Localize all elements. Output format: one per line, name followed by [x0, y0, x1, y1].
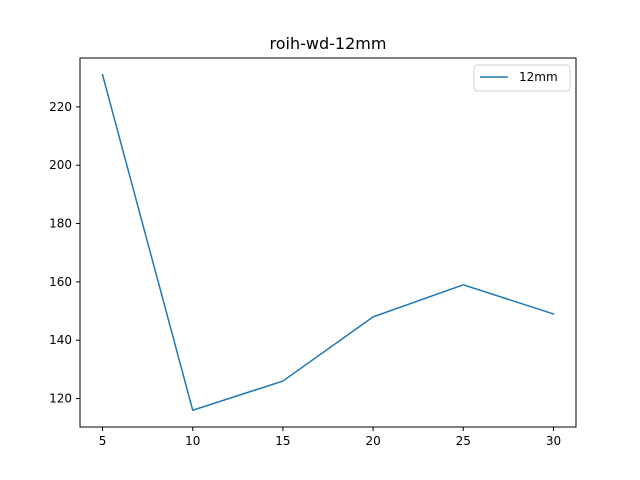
x-tick-label: 20	[365, 434, 380, 448]
plot-area	[101, 73, 555, 411]
y-tick-label: 140	[49, 333, 72, 347]
y-tick-label: 160	[49, 275, 72, 289]
x-tick-label: 10	[185, 434, 200, 448]
x-tick-label: 5	[99, 434, 107, 448]
x-tick-label: 15	[275, 434, 290, 448]
legend-box	[473, 64, 571, 92]
y-tick-label: 120	[49, 392, 72, 406]
y-tick-label: 180	[49, 217, 72, 231]
legend-label-12mm: 12mm	[519, 70, 558, 84]
x-axis: 5 10 15 20 25 30	[99, 427, 561, 448]
chart-title: roih-wd-12mm	[270, 34, 387, 53]
y-tick-label: 220	[49, 100, 72, 114]
x-tick-label: 30	[546, 434, 561, 448]
series-line-12mm	[101, 73, 555, 411]
axes-frame	[79, 57, 577, 428]
y-tick-label: 200	[49, 158, 72, 172]
y-axis: 120 140 160 180 200 220	[49, 100, 80, 406]
x-tick-label: 25	[456, 434, 471, 448]
legend: 12mm	[473, 64, 571, 92]
